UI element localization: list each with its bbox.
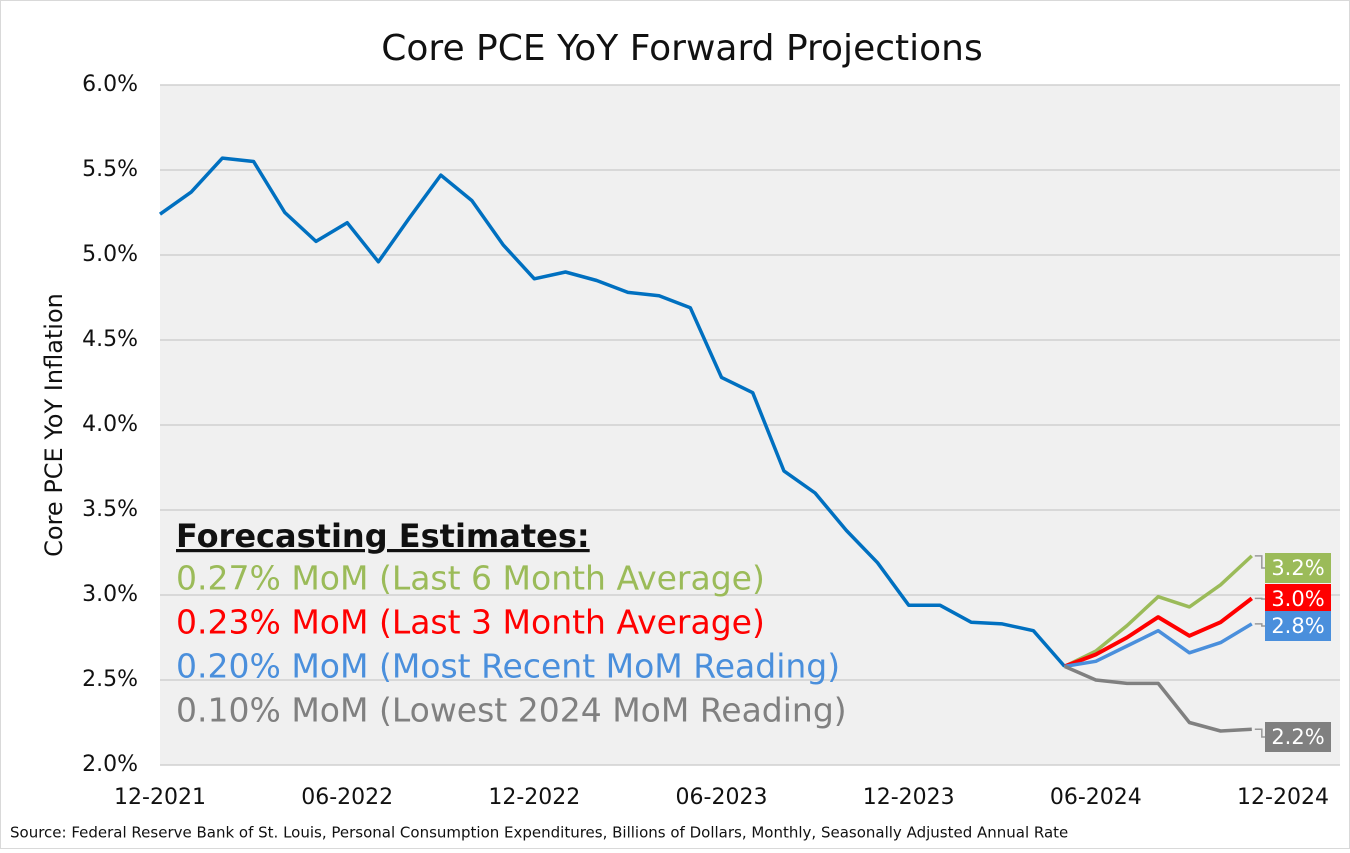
x-tick-label: 06-2023	[676, 785, 768, 810]
series-line	[1063, 554, 1253, 668]
legend-entry: 0.20% MoM (Most Recent MoM Reading)	[176, 647, 840, 686]
value-label: 2.8%	[1271, 614, 1324, 638]
y-tick-label: 5.0%	[82, 242, 138, 267]
label-box	[1265, 584, 1331, 614]
y-tick-label: 2.0%	[82, 752, 138, 777]
series-line	[1063, 596, 1254, 669]
x-tick-label: 12-2023	[863, 785, 955, 810]
legend-entry: 0.10% MoM (Lowest 2024 MoM Reading)	[176, 691, 847, 730]
x-tick-label: 12-2024	[1237, 785, 1329, 810]
value-label: 3.0%	[1271, 587, 1324, 611]
series-line	[1064, 622, 1253, 669]
y-tick-label: 5.5%	[82, 157, 138, 182]
y-tick-label: 4.5%	[82, 327, 138, 352]
y-tick-label: 3.5%	[82, 497, 138, 522]
label-box	[1265, 722, 1331, 752]
legend-entry: 0.27% MoM (Last 6 Month Average)	[176, 559, 765, 598]
series-line	[1063, 664, 1252, 733]
label-connector	[1254, 597, 1265, 600]
y-tick-label: 2.5%	[82, 667, 138, 692]
chart-title: Core PCE YoY Forward Projections	[381, 28, 982, 69]
value-label: 2.2%	[1271, 725, 1324, 749]
legend-title: Forecasting Estimates:	[176, 517, 590, 555]
series-line	[158, 156, 1066, 668]
y-tick-label: 4.0%	[82, 412, 138, 437]
x-tick-label: 06-2024	[1050, 785, 1142, 810]
label-box	[1265, 553, 1331, 583]
y-tick-label: 6.0%	[82, 72, 138, 97]
x-tick-label: 12-2021	[114, 785, 206, 810]
x-tick-label: 12-2022	[488, 785, 580, 810]
x-tick-label: 06-2022	[301, 785, 393, 810]
value-label: 3.2%	[1271, 556, 1324, 580]
label-connector	[1254, 728, 1265, 738]
y-axis-label: Core PCE YoY Inflation	[40, 293, 68, 557]
label-connector	[1254, 555, 1265, 569]
label-connector	[1254, 623, 1265, 627]
label-box	[1265, 611, 1331, 641]
source: Source: Federal Reserve Bank of St. Loui…	[10, 824, 1068, 842]
y-tick-label: 3.0%	[82, 582, 138, 607]
legend-entry: 0.23% MoM (Last 3 Month Average)	[176, 603, 765, 642]
